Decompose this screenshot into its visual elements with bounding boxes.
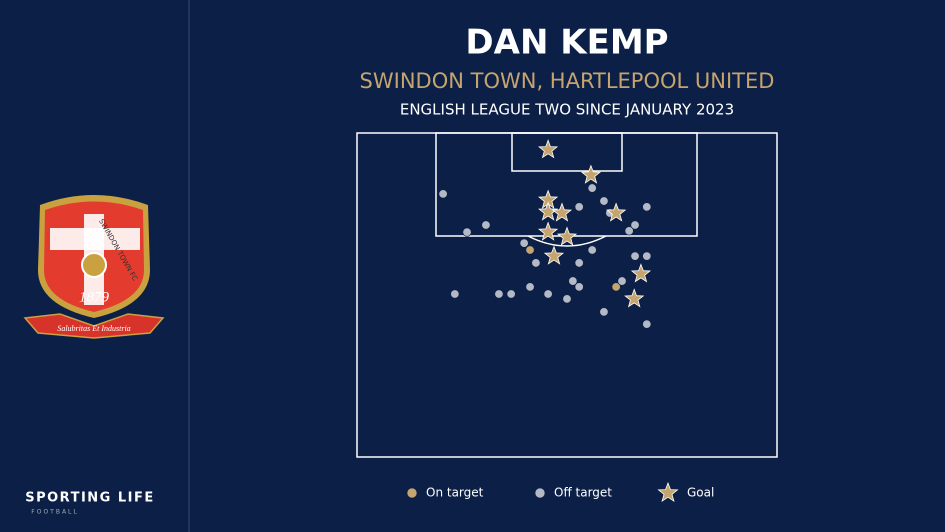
shot-point bbox=[519, 238, 529, 248]
shot-point bbox=[568, 276, 578, 286]
shot-goal bbox=[556, 226, 578, 246]
shot-point bbox=[562, 294, 572, 304]
legend-marker bbox=[406, 487, 418, 499]
caption: ENGLISH LEAGUE TWO SINCE JANUARY 2023 bbox=[400, 101, 734, 119]
shot-point bbox=[617, 276, 627, 286]
shot-point bbox=[438, 189, 448, 199]
shot-point bbox=[624, 226, 634, 236]
shot-goal bbox=[551, 202, 573, 222]
shot-point bbox=[587, 183, 597, 193]
shot-goal bbox=[580, 164, 602, 184]
shot-point bbox=[642, 251, 652, 261]
shot-goal bbox=[624, 288, 645, 308]
shot-point bbox=[450, 289, 460, 299]
shot-point bbox=[599, 307, 609, 317]
shot-goal bbox=[543, 245, 565, 265]
shot-point bbox=[506, 289, 516, 299]
legend-marker bbox=[534, 487, 546, 499]
badge-motto: Salubritas Et Industria bbox=[57, 324, 130, 333]
legend-marker bbox=[657, 481, 679, 503]
shot-point bbox=[574, 258, 584, 268]
shot-point bbox=[642, 319, 652, 329]
shot-goal bbox=[538, 221, 559, 241]
shot-point bbox=[642, 202, 652, 212]
shot-point bbox=[587, 245, 597, 255]
title: DAN KEMP bbox=[465, 23, 668, 63]
shot-point bbox=[611, 282, 621, 292]
shot-point bbox=[481, 220, 491, 230]
shot-point bbox=[531, 258, 541, 268]
subtitle: SWINDON TOWN, HARTLEPOOL UNITED bbox=[360, 69, 775, 93]
shot-point bbox=[630, 220, 640, 230]
legend-label: On target bbox=[426, 486, 484, 500]
shot-point bbox=[599, 196, 609, 206]
shot-point bbox=[525, 245, 535, 255]
shot-point bbox=[494, 289, 504, 299]
club-badge: 1879 SWINDON TOWN FC Salubritas Et Indus… bbox=[23, 195, 165, 339]
shot-goal bbox=[538, 201, 559, 221]
badge-year: 1879 bbox=[79, 289, 110, 305]
shot-goal bbox=[606, 202, 627, 222]
shot-point bbox=[543, 289, 553, 299]
brand-section: FOOTBALL bbox=[31, 509, 78, 516]
shot-point bbox=[630, 251, 640, 261]
legend-label: Off target bbox=[554, 486, 612, 500]
pitch bbox=[356, 132, 778, 458]
shot-point bbox=[462, 227, 472, 237]
shot-point bbox=[525, 282, 535, 292]
shot-point bbox=[574, 282, 584, 292]
shot-point bbox=[574, 202, 584, 212]
legend-label: Goal bbox=[687, 486, 714, 500]
shot-goal bbox=[630, 263, 652, 283]
shot-goal bbox=[538, 139, 559, 159]
brand-name: SPORTING LIFE bbox=[25, 491, 155, 506]
